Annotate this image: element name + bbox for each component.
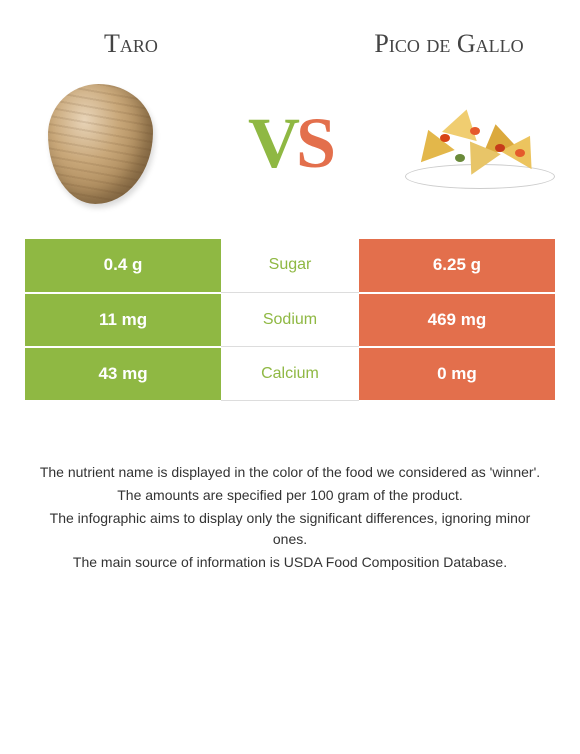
- nachos-icon: [405, 99, 555, 189]
- right-food-title: Pico de Gallo: [343, 30, 555, 59]
- nutrient-label: Sugar: [221, 239, 359, 293]
- left-value: 43 mg: [25, 347, 221, 401]
- note-line: The infographic aims to display only the…: [35, 508, 545, 550]
- left-food-title: Taro: [25, 30, 237, 59]
- note-line: The nutrient name is displayed in the co…: [35, 462, 545, 483]
- table-row: 0.4 g Sugar 6.25 g: [25, 239, 555, 293]
- left-value: 11 mg: [25, 293, 221, 347]
- left-food-image: [25, 79, 175, 209]
- note-line: The amounts are specified per 100 gram o…: [35, 485, 545, 506]
- nutrient-label: Calcium: [221, 347, 359, 401]
- taro-icon: [48, 84, 153, 204]
- table-row: 11 mg Sodium 469 mg: [25, 293, 555, 347]
- vs-label: VS: [248, 102, 332, 185]
- right-value: 469 mg: [359, 293, 555, 347]
- note-line: The main source of information is USDA F…: [35, 552, 545, 573]
- vs-s-letter: S: [296, 103, 332, 183]
- nutrient-label: Sodium: [221, 293, 359, 347]
- right-value: 6.25 g: [359, 239, 555, 293]
- vs-v-letter: V: [248, 103, 296, 183]
- right-value: 0 mg: [359, 347, 555, 401]
- left-value: 0.4 g: [25, 239, 221, 293]
- table-body: 0.4 g Sugar 6.25 g 11 mg Sodium 469 mg 4…: [25, 239, 555, 401]
- images-row: VS: [25, 79, 555, 209]
- notes-section: The nutrient name is displayed in the co…: [25, 462, 555, 573]
- table-row: 43 mg Calcium 0 mg: [25, 347, 555, 401]
- header-row: Taro Pico de Gallo: [25, 30, 555, 59]
- right-food-image: [405, 79, 555, 209]
- comparison-table: 0.4 g Sugar 6.25 g 11 mg Sodium 469 mg 4…: [25, 239, 555, 402]
